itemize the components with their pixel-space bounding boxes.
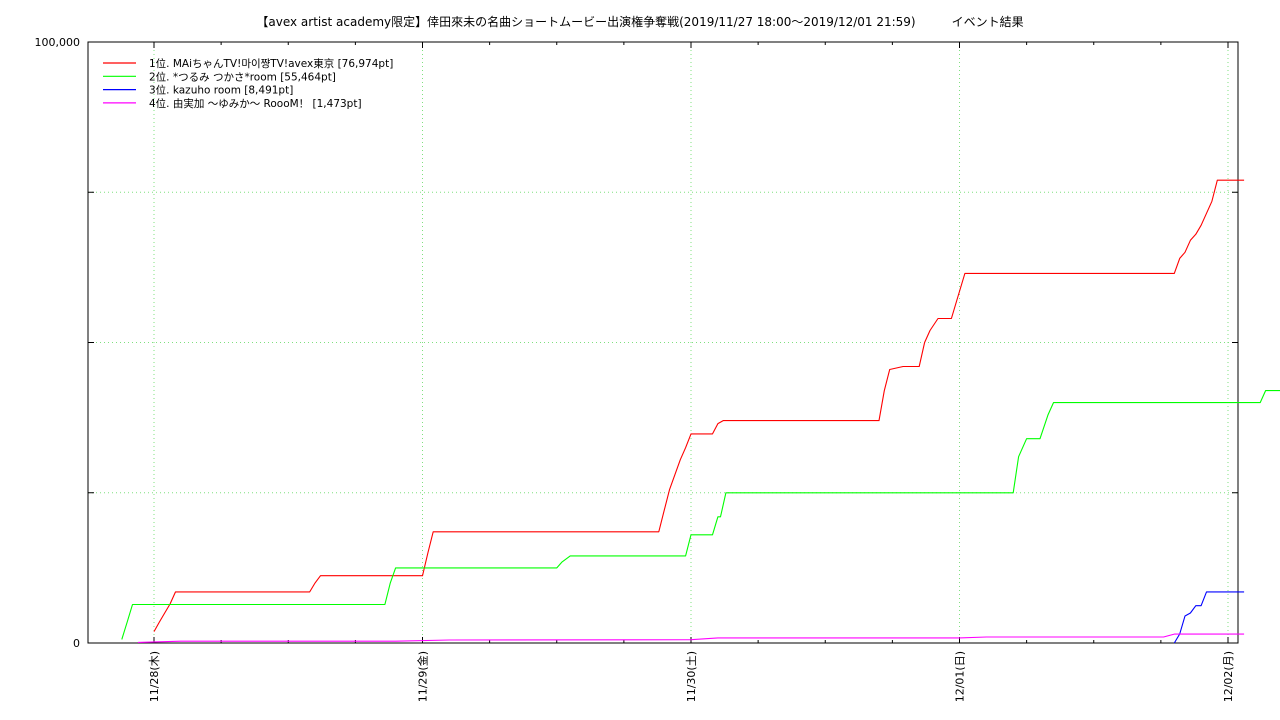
legend-label: 3位. kazuho room [8,491pt] bbox=[149, 84, 293, 97]
y-tick-label: 100,000 bbox=[35, 36, 81, 49]
x-tick-label: 11/29(金) bbox=[416, 651, 430, 702]
legend-label: 1位. MAiちゃんTV!마이쨩TV!avex東京 [76,974pt] bbox=[149, 57, 393, 70]
series-line bbox=[137, 633, 1245, 643]
legend-label: 2位. *つるみ つかさ*room [55,464pt] bbox=[149, 70, 336, 83]
y-tick-label: 0 bbox=[73, 637, 80, 650]
chart-title: 【avex artist academy限定】倖田來未の名曲ショートムービー出演… bbox=[256, 15, 1024, 29]
x-tick-label: 11/30(土) bbox=[685, 651, 698, 702]
series-line bbox=[1173, 591, 1245, 644]
x-tick-label: 11/28(木) bbox=[148, 651, 161, 702]
series-line bbox=[153, 179, 1245, 632]
x-tick-label: 12/02(月) bbox=[1222, 651, 1235, 702]
series-line bbox=[121, 390, 1280, 640]
legend-label: 4位. 由実加 〜ゆみか〜 RoooM！ [1,473pt] bbox=[149, 97, 362, 110]
x-tick-label: 12/01(日) bbox=[954, 651, 967, 702]
